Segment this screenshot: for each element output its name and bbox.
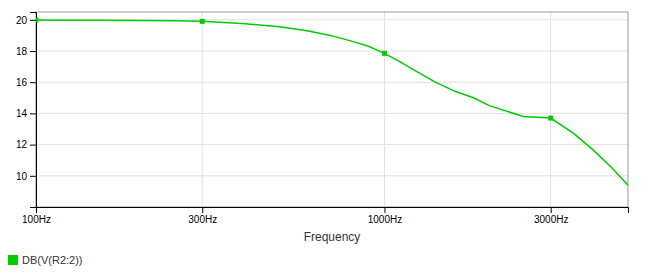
y-tick: 18 xyxy=(16,46,36,57)
grid-line-y xyxy=(36,113,628,114)
grid-line-y xyxy=(36,82,628,83)
x-tick-mark xyxy=(202,207,203,213)
series-line xyxy=(36,20,628,185)
y-tick-mark xyxy=(30,82,36,83)
x-tick: 3000Hz xyxy=(534,207,568,225)
y-tick-label: 16 xyxy=(16,77,28,88)
x-axis: 100Hz 300Hz 1000Hz 3000Hz xyxy=(22,207,628,225)
x-tick: 100Hz xyxy=(22,207,51,225)
grid-line-x xyxy=(202,12,203,207)
x-tick: 300Hz xyxy=(188,207,217,225)
x-tick-label: 3000Hz xyxy=(534,214,568,225)
grid-line-y xyxy=(36,175,628,176)
legend: DB(V(R2:2)) xyxy=(8,254,83,266)
y-tick-label: 18 xyxy=(16,46,28,57)
y-tick-mark xyxy=(30,51,36,52)
grid-line-y xyxy=(36,51,628,52)
grid xyxy=(36,12,628,207)
x-tick-mark xyxy=(384,207,385,213)
x-tick: 1000Hz xyxy=(368,207,402,225)
y-tick-mark xyxy=(30,113,36,114)
x-tick-label: 1000Hz xyxy=(368,214,402,225)
legend-item: DB(V(R2:2)) xyxy=(8,254,83,266)
series-marker xyxy=(548,116,553,121)
x-tick-label: 100Hz xyxy=(22,214,51,225)
grid-line-y xyxy=(36,144,628,145)
y-axis-line xyxy=(30,13,37,208)
y-tick-label: 12 xyxy=(16,139,28,150)
y-axis: 10 12 14 16 18 20 xyxy=(16,13,37,208)
series-marker xyxy=(200,19,205,24)
grid-line-x xyxy=(550,12,551,207)
x-axis-title: Frequency xyxy=(304,230,361,244)
marks xyxy=(36,18,628,186)
series-marker xyxy=(36,18,39,23)
chart: 100Hz 300Hz 1000Hz 3000Hz 10 12 14 16 18 20 Freque… xyxy=(0,0,650,277)
y-tick-label: 20 xyxy=(16,15,28,26)
x-tick-mark xyxy=(551,207,552,213)
y-tick-mark xyxy=(30,145,36,146)
y-tick-label: 14 xyxy=(16,108,28,119)
y-tick-label: 10 xyxy=(16,171,28,182)
grid-line-x xyxy=(384,12,385,207)
y-tick: 16 xyxy=(16,77,36,88)
y-tick: 10 xyxy=(16,171,36,182)
series-marker xyxy=(382,51,387,56)
x-axis-line xyxy=(37,208,629,214)
y-tick: 12 xyxy=(16,139,36,150)
y-tick-mark xyxy=(30,176,36,177)
legend-label: DB(V(R2:2)) xyxy=(22,254,83,266)
legend-swatch xyxy=(8,255,18,265)
y-tick: 14 xyxy=(16,108,36,119)
y-tick: 20 xyxy=(16,15,36,26)
y-tick-mark xyxy=(30,20,36,21)
plot-frame xyxy=(36,12,628,207)
x-tick-label: 300Hz xyxy=(188,214,217,225)
plot: 100Hz 300Hz 1000Hz 3000Hz 10 12 14 16 18 20 Freque… xyxy=(16,12,629,244)
